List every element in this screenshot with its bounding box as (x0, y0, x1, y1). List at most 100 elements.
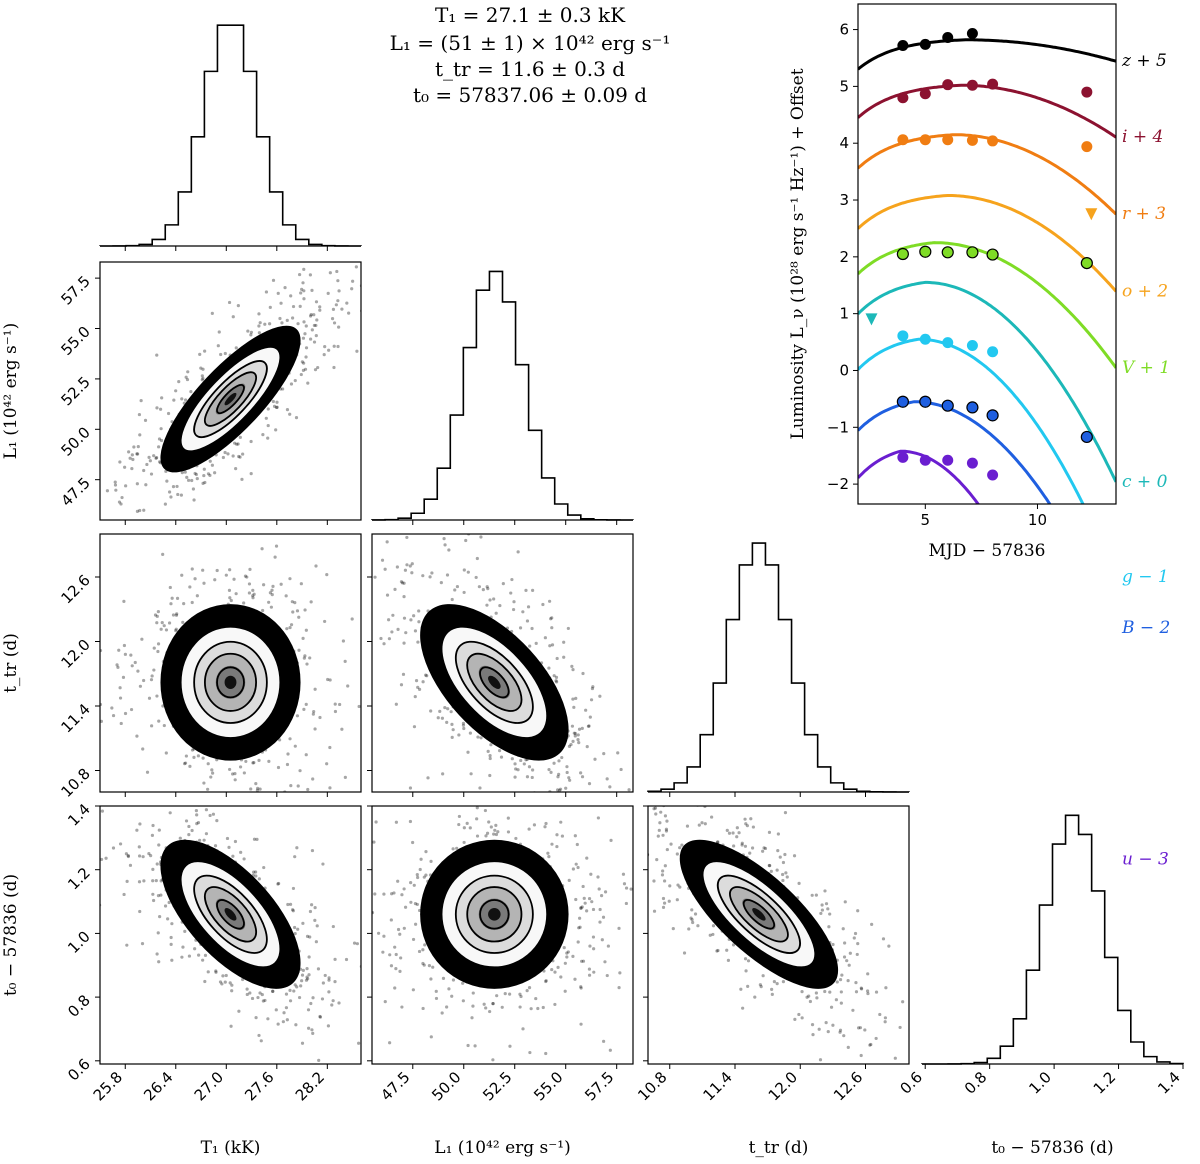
sample-point (82, 561, 85, 564)
sample-point (565, 955, 569, 959)
sample-point (389, 918, 393, 922)
contour-0 (179, 625, 282, 739)
sample-point (161, 552, 165, 556)
sample-point (591, 907, 596, 912)
sample-point (807, 994, 811, 998)
sample-point (840, 973, 844, 977)
sample-point (195, 477, 199, 481)
sample-point (304, 355, 308, 359)
title-line-1: T₁ = 27.1 ± 0.3 kK (435, 3, 626, 27)
sample-point (193, 947, 197, 951)
sample-point (600, 938, 604, 942)
sample-point (105, 760, 108, 763)
contour-1 (716, 874, 801, 954)
sample-point (299, 372, 303, 377)
sample-point (574, 897, 578, 902)
sample-point (434, 996, 439, 1001)
sample-point (186, 478, 191, 482)
contour-0 (440, 625, 549, 739)
sample-point (235, 442, 239, 446)
sample-point (135, 509, 140, 513)
sample-point (600, 834, 603, 837)
sample-point (598, 920, 602, 924)
sample-point (252, 870, 256, 874)
sample-point (469, 772, 473, 776)
sample-point (249, 330, 254, 334)
sample-point (527, 765, 532, 769)
sample-point (158, 915, 162, 919)
sample-point (245, 987, 249, 991)
sample-point (288, 625, 292, 630)
sample-point (556, 788, 560, 792)
sample-point (274, 544, 279, 548)
sample-point (682, 951, 687, 955)
corner-panels: 25.8 26.4 27.0 27.6 28.2 T₁ (kK) 47.5 50.0 52.5 5… (1, 24, 1184, 1158)
sample-point (234, 592, 238, 596)
sample-point (508, 1044, 512, 1048)
sample-point (386, 978, 389, 981)
sample-point (125, 943, 129, 947)
sample-point (305, 975, 309, 979)
sample-point (881, 937, 886, 941)
sample-point (514, 836, 518, 841)
sample-point (518, 1005, 522, 1009)
sample-point (820, 908, 824, 912)
sample-point (488, 756, 492, 761)
sample-point (859, 986, 863, 990)
density-content (372, 806, 633, 1062)
sample-point (863, 1028, 867, 1032)
sample-point (488, 598, 492, 602)
sample-point (582, 896, 586, 900)
sample-point (534, 641, 538, 645)
sample-point (288, 412, 292, 416)
sample-point (416, 875, 420, 880)
sample-point (208, 459, 212, 463)
sample-point (102, 527, 105, 530)
sample-point (302, 361, 306, 365)
sample-point (275, 405, 279, 409)
sample-point (186, 370, 190, 374)
sample-point (591, 685, 595, 689)
x-tick-label-t_tr: 11.4 (699, 1068, 735, 1104)
sample-point (293, 983, 297, 987)
sample-point (576, 733, 580, 737)
sample-point (859, 1053, 863, 1058)
y-tick-label-L1: 55.0 (57, 323, 93, 359)
sample-point (624, 886, 629, 890)
sample-point (262, 865, 266, 870)
sample-point (169, 495, 173, 499)
sample-point (191, 487, 196, 491)
sample-point (579, 986, 583, 990)
x-tick-label-t0: 0.6 (896, 1068, 926, 1098)
sample-point (311, 777, 315, 781)
sample-point (744, 969, 748, 973)
sample-point (501, 582, 505, 586)
sample-point (680, 843, 684, 847)
sample-point (744, 822, 748, 826)
sample-point (236, 442, 240, 446)
sample-point (327, 976, 331, 980)
sample-point (162, 723, 166, 728)
sample-point (242, 771, 246, 775)
sample-point (314, 334, 318, 338)
sample-point (141, 855, 145, 859)
sample-point (591, 935, 596, 939)
sample-point (169, 935, 173, 940)
data-point-8 (919, 454, 931, 466)
sample-point (576, 865, 580, 870)
sample-point (544, 979, 548, 984)
sample-point (846, 1045, 850, 1049)
x-tick-label-T1: 27.6 (241, 1068, 277, 1104)
sample-point (364, 606, 367, 609)
sample-point (281, 387, 285, 391)
sample-point (175, 484, 179, 489)
contour-0 (179, 345, 282, 453)
sample-point (113, 480, 117, 484)
sample-point (510, 577, 514, 582)
sample-point (151, 879, 155, 883)
sample-point (550, 967, 554, 972)
sample-point (299, 984, 303, 988)
sample-point (462, 726, 466, 731)
sample-point (288, 999, 293, 1003)
sample-point (301, 636, 305, 640)
